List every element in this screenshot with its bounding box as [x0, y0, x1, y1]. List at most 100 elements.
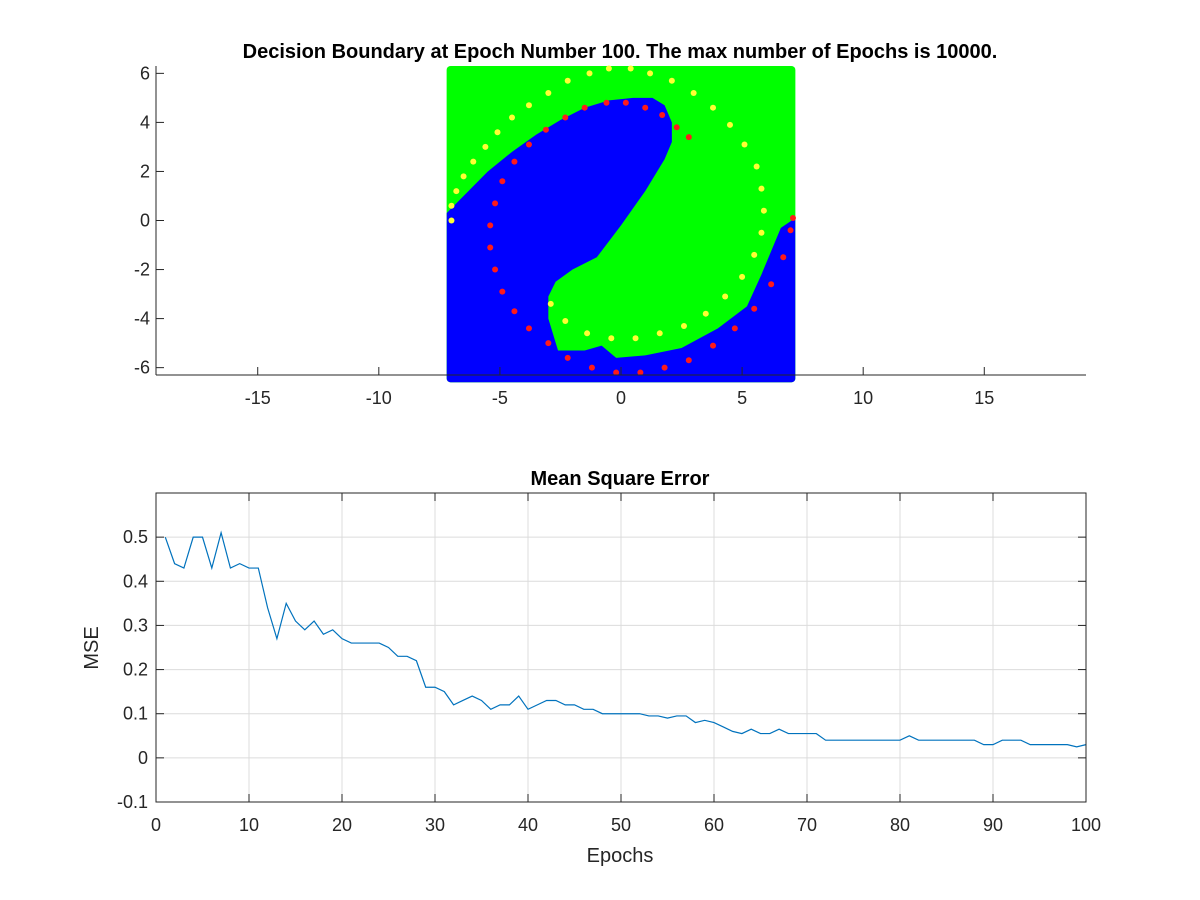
red-point — [787, 227, 794, 234]
yellow-point — [702, 310, 709, 317]
yellow-point — [739, 273, 746, 280]
top-x-tick-label: 0 — [616, 388, 626, 408]
top-x-tick-label: -10 — [366, 388, 392, 408]
mse-y-tick-label: 0.4 — [123, 571, 148, 591]
red-point — [613, 369, 620, 376]
mse-y-tick-label: 0.5 — [123, 527, 148, 547]
top-x-tick-label: 5 — [737, 388, 747, 408]
decision-boundary-title: Decision Boundary at Epoch Number 100. T… — [243, 41, 998, 63]
red-point — [499, 288, 506, 295]
mse-y-tick-label: -0.1 — [117, 792, 148, 812]
top-y-tick-label: 2 — [140, 161, 150, 181]
top-y-tick-label: -2 — [134, 260, 150, 280]
yellow-point — [758, 185, 765, 192]
data-points — [448, 65, 796, 376]
red-point — [487, 222, 494, 229]
yellow-point — [545, 89, 552, 96]
mse-x-tick-label: 20 — [332, 815, 352, 835]
red-point — [487, 244, 494, 251]
yellow-point — [470, 158, 477, 165]
yellow-point — [647, 70, 654, 77]
mse-xlabel: Epochs — [587, 845, 654, 867]
yellow-point — [680, 322, 687, 329]
red-point — [685, 134, 692, 141]
mse-y-tick-label: 0.1 — [123, 704, 148, 724]
mse-plot: Mean Square Error 0 10 20 30 40 50 60 70 80 90 100… — [81, 468, 1101, 867]
red-point — [659, 112, 666, 119]
red-point — [525, 141, 532, 148]
yellow-point — [608, 335, 615, 342]
yellow-point — [753, 163, 760, 170]
top-x-tick-label: -5 — [492, 388, 508, 408]
yellow-point — [547, 300, 554, 307]
mse-x-tick-label: 100 — [1071, 815, 1101, 835]
mse-x-tick-label: 70 — [797, 815, 817, 835]
red-point — [780, 254, 787, 261]
red-point — [622, 99, 629, 106]
red-point — [603, 99, 610, 106]
red-point — [511, 308, 518, 315]
yellow-point — [448, 217, 455, 224]
red-point — [525, 325, 532, 332]
red-point — [581, 104, 588, 111]
yellow-point — [482, 143, 489, 150]
yellow-point — [632, 335, 639, 342]
yellow-point — [722, 293, 729, 300]
red-point — [789, 215, 796, 222]
red-point — [492, 266, 499, 273]
mse-ylabel: MSE — [81, 626, 103, 669]
red-point — [637, 369, 644, 376]
red-point — [542, 126, 549, 133]
top-x-tick-label: 15 — [974, 388, 994, 408]
mse-x-tick-label: 30 — [425, 815, 445, 835]
red-point — [511, 158, 518, 165]
yellow-point — [690, 89, 697, 96]
yellow-point — [605, 65, 612, 72]
decision-region — [446, 66, 796, 383]
red-point — [710, 342, 717, 349]
blue-class-region — [446, 97, 796, 383]
mse-x-tick-label: 80 — [890, 815, 910, 835]
yellow-point — [586, 70, 593, 77]
mse-x-tick-label: 50 — [611, 815, 631, 835]
red-point — [499, 178, 506, 185]
yellow-point — [509, 114, 516, 121]
top-axes: -15 -10 -5 0 5 10 15 -6 -4 -2 0 2 4 6 — [134, 63, 1086, 408]
decision-boundary-plot: Decision Boundary at Epoch Number 100. T… — [134, 41, 1086, 408]
mse-x-tick-label: 90 — [983, 815, 1003, 835]
yellow-point — [584, 330, 591, 337]
yellow-point — [741, 141, 748, 148]
red-point — [685, 357, 692, 364]
red-point — [731, 325, 738, 332]
mse-line — [164, 530, 1087, 748]
yellow-point — [453, 188, 460, 195]
yellow-point — [564, 77, 571, 84]
red-point — [642, 104, 649, 111]
mse-x-tick-label: 60 — [704, 815, 724, 835]
top-x-tick-label: -15 — [245, 388, 271, 408]
top-y-tick-label: 6 — [140, 63, 150, 83]
top-y-tick-label: 0 — [140, 211, 150, 231]
red-point — [562, 114, 569, 121]
mse-y-tick-label: 0.3 — [123, 615, 148, 635]
yellow-point — [460, 173, 467, 180]
mse-y-tick-label: 0.2 — [123, 660, 148, 680]
yellow-point — [627, 65, 634, 72]
top-x-tick-label: 10 — [853, 388, 873, 408]
mse-x-tick-label: 10 — [239, 815, 259, 835]
mse-x-tick-label: 40 — [518, 815, 538, 835]
yellow-point — [668, 77, 675, 84]
mse-grid — [156, 493, 1086, 802]
yellow-point — [751, 251, 758, 258]
red-point — [751, 305, 758, 312]
red-point — [588, 364, 595, 371]
mse-title: Mean Square Error — [531, 468, 710, 490]
red-point — [545, 340, 552, 347]
red-point — [492, 200, 499, 207]
mse-x-tick-label: 0 — [151, 815, 161, 835]
mse-axes: 0 10 20 30 40 50 60 70 80 90 100-0.100.10.20.30.40… — [117, 492, 1101, 835]
red-point — [768, 281, 775, 288]
yellow-point — [525, 102, 532, 109]
red-point — [673, 124, 680, 131]
